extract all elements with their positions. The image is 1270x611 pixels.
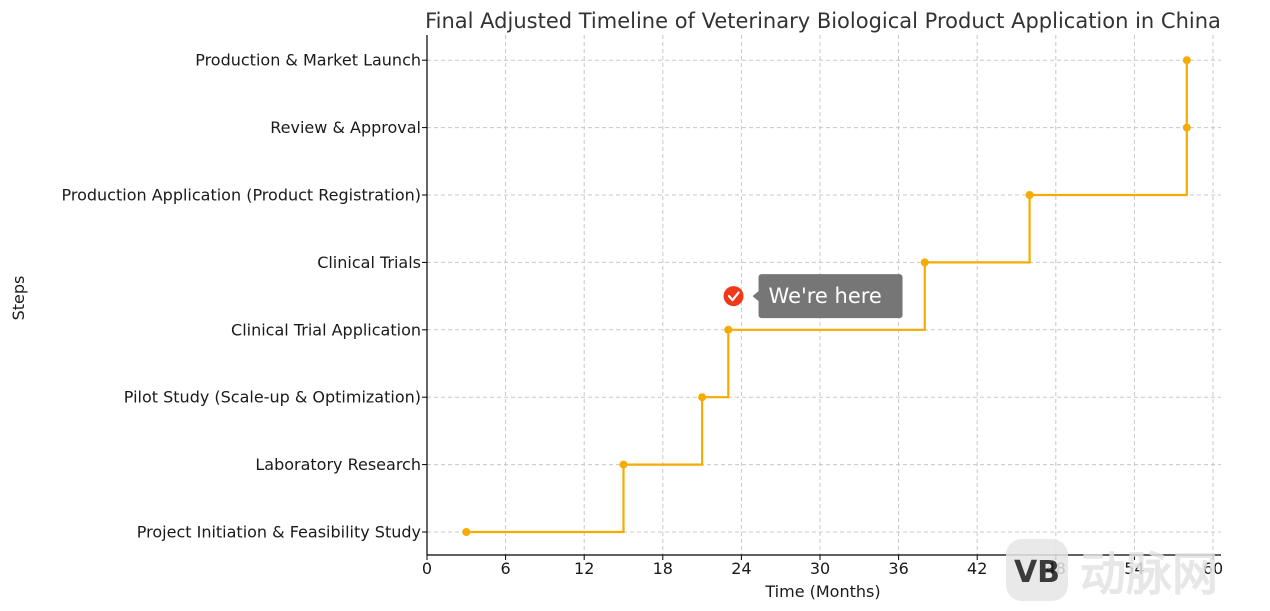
x-tick-label: 24 xyxy=(731,559,751,578)
x-tick-labels: 06121824303642485460 xyxy=(422,559,1223,578)
chart-title: Final Adjusted Timeline of Veterinary Bi… xyxy=(425,9,1221,33)
timeline-series xyxy=(462,56,1191,536)
y-axis-label: Steps xyxy=(9,276,28,321)
y-tick-label: Review & Approval xyxy=(270,118,421,137)
x-tick-label: 6 xyxy=(501,559,511,578)
checkmark-icon xyxy=(727,291,740,302)
x-tick-label: 18 xyxy=(653,559,673,578)
callout-text: We're here xyxy=(769,284,882,308)
x-tick-label: 42 xyxy=(967,559,987,578)
y-tick-labels: Project Initiation & Feasibility Study La… xyxy=(62,51,422,542)
watermark-text: 动脉网 xyxy=(1080,547,1218,601)
were-here-callout: We're here xyxy=(723,274,903,319)
x-axis-label: Time (Months) xyxy=(764,582,880,601)
y-tick-label: Clinical Trial Application xyxy=(231,320,421,339)
step-point xyxy=(1182,123,1191,132)
y-tick-label: Clinical Trials xyxy=(317,253,421,272)
step-point xyxy=(462,528,471,536)
watermark-logo-letter: VB xyxy=(1014,555,1060,590)
step-point xyxy=(1025,191,1034,199)
callout-pointer xyxy=(752,291,759,302)
y-tick-label: Laboratory Research xyxy=(255,455,421,474)
x-tick-label: 30 xyxy=(810,559,830,578)
y-tick-label: Pilot Study (Scale-up & Optimization) xyxy=(124,388,421,407)
x-tick-label: 36 xyxy=(888,559,908,578)
y-tick-label: Project Initiation & Feasibility Study xyxy=(137,523,421,542)
watermark-logo-icon xyxy=(1006,539,1068,601)
step-point xyxy=(724,325,733,334)
x-tick-label: 54 xyxy=(1124,559,1144,578)
timeline-step-line xyxy=(466,60,1188,534)
y-tick-label: Production Application (Product Registra… xyxy=(62,186,422,205)
step-point xyxy=(698,393,707,402)
step-point xyxy=(920,258,929,267)
x-tick-label: 0 xyxy=(422,559,432,578)
were-here-marker-icon xyxy=(723,286,744,307)
x-tick-label: 60 xyxy=(1203,559,1223,578)
axes xyxy=(422,35,1221,560)
step-point xyxy=(619,460,628,469)
watermark: VB 动脉网 xyxy=(1006,539,1218,601)
y-tick-label: Production & Market Launch xyxy=(195,51,421,70)
callout-box xyxy=(758,274,903,319)
step-point xyxy=(1182,56,1191,65)
x-tick-label: 12 xyxy=(574,559,594,578)
